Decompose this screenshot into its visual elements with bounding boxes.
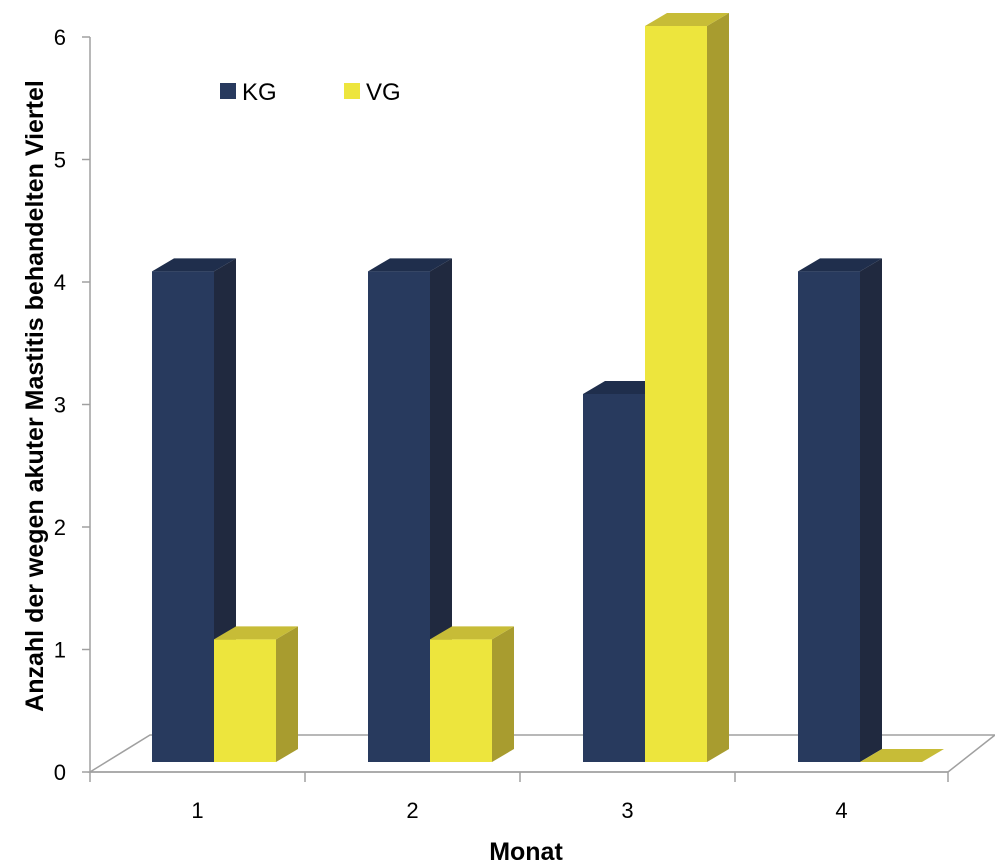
- bar-kg-month-4: [798, 258, 882, 762]
- bar-front: [583, 394, 645, 762]
- bars: [152, 13, 944, 762]
- legend: KG VG: [220, 79, 401, 106]
- y-ticks: 0 1 2 3 4 5 6: [54, 25, 90, 785]
- bar-side: [707, 13, 729, 762]
- y-axis-title: Anzahl der wegen akuter Mastitis behande…: [21, 80, 49, 712]
- bar-front: [152, 271, 214, 762]
- legend-label-kg: KG: [242, 79, 277, 106]
- x-axis-title: Monat: [489, 838, 563, 866]
- bar-front: [214, 639, 276, 762]
- x-ticks: 1 2 3 4: [89, 772, 949, 823]
- bar-vg-month-2: [430, 626, 514, 762]
- bar-front: [798, 271, 860, 762]
- bar-top: [645, 13, 729, 26]
- bar-front: [430, 639, 492, 762]
- x-tick-label: 3: [621, 798, 633, 823]
- x-tick-label: 2: [406, 798, 418, 823]
- bar-front: [368, 271, 430, 762]
- chart-floor: [87, 734, 995, 773]
- bar-top: [214, 626, 298, 640]
- bar-top: [860, 749, 944, 762]
- bar-top: [430, 626, 514, 640]
- y-tick-label: 1: [54, 638, 66, 663]
- bar-vg-month-3: [645, 13, 729, 762]
- bar-top: [152, 258, 236, 272]
- legend-label-vg: VG: [366, 79, 401, 106]
- bar-vg-month-1: [214, 626, 298, 762]
- bar-vg-month-4: [860, 749, 944, 762]
- x-tick-label: 4: [835, 798, 847, 823]
- x-tick-label: 1: [191, 798, 203, 823]
- y-tick-label: 6: [54, 25, 66, 50]
- legend-swatch-vg: [344, 83, 360, 99]
- y-tick-label: 4: [54, 270, 66, 295]
- bar-side: [860, 258, 882, 762]
- bar-side: [276, 626, 298, 762]
- bar-top: [368, 258, 452, 272]
- bar-top: [798, 258, 882, 272]
- legend-swatch-kg: [220, 83, 236, 99]
- bar-side: [492, 626, 514, 762]
- y-tick-label: 5: [54, 148, 66, 173]
- bar-front: [645, 26, 707, 762]
- y-tick-label: 0: [54, 760, 66, 785]
- y-tick-label: 3: [54, 393, 66, 418]
- y-tick-label: 2: [54, 515, 66, 540]
